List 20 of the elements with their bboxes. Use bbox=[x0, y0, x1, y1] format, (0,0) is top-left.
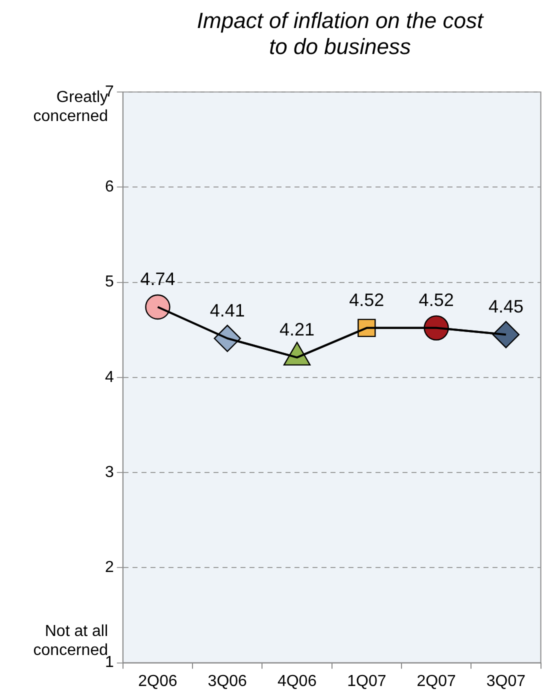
y-tick-label: 3 bbox=[104, 464, 114, 481]
x-tick-label: 3Q07 bbox=[486, 672, 526, 690]
y-tick-label: 2 bbox=[104, 559, 114, 576]
chart-title: Impact of inflation on the cost to do business bbox=[196, 8, 485, 60]
text: Greatly concerned bbox=[32, 89, 108, 126]
data-label: 4.45 bbox=[488, 296, 524, 317]
x-tick-label: 4Q06 bbox=[277, 672, 317, 690]
x-tick-label: 1Q07 bbox=[347, 672, 386, 690]
data-label: 4.52 bbox=[418, 290, 454, 310]
data-label: 4.21 bbox=[280, 319, 315, 340]
data-label: 4.52 bbox=[349, 290, 384, 310]
x-tick-label: 3Q06 bbox=[208, 672, 248, 690]
data-label: 4.74 bbox=[140, 268, 176, 289]
x-tick-label: 2Q06 bbox=[138, 672, 178, 690]
point bbox=[145, 294, 170, 320]
y-tick-label: 5 bbox=[104, 274, 114, 291]
y-tick-label: 6 bbox=[104, 178, 114, 196]
y-tick-label: 4 bbox=[104, 368, 114, 386]
data-label: 4.41 bbox=[210, 300, 245, 320]
x-tick-label: 2Q07 bbox=[416, 672, 456, 690]
